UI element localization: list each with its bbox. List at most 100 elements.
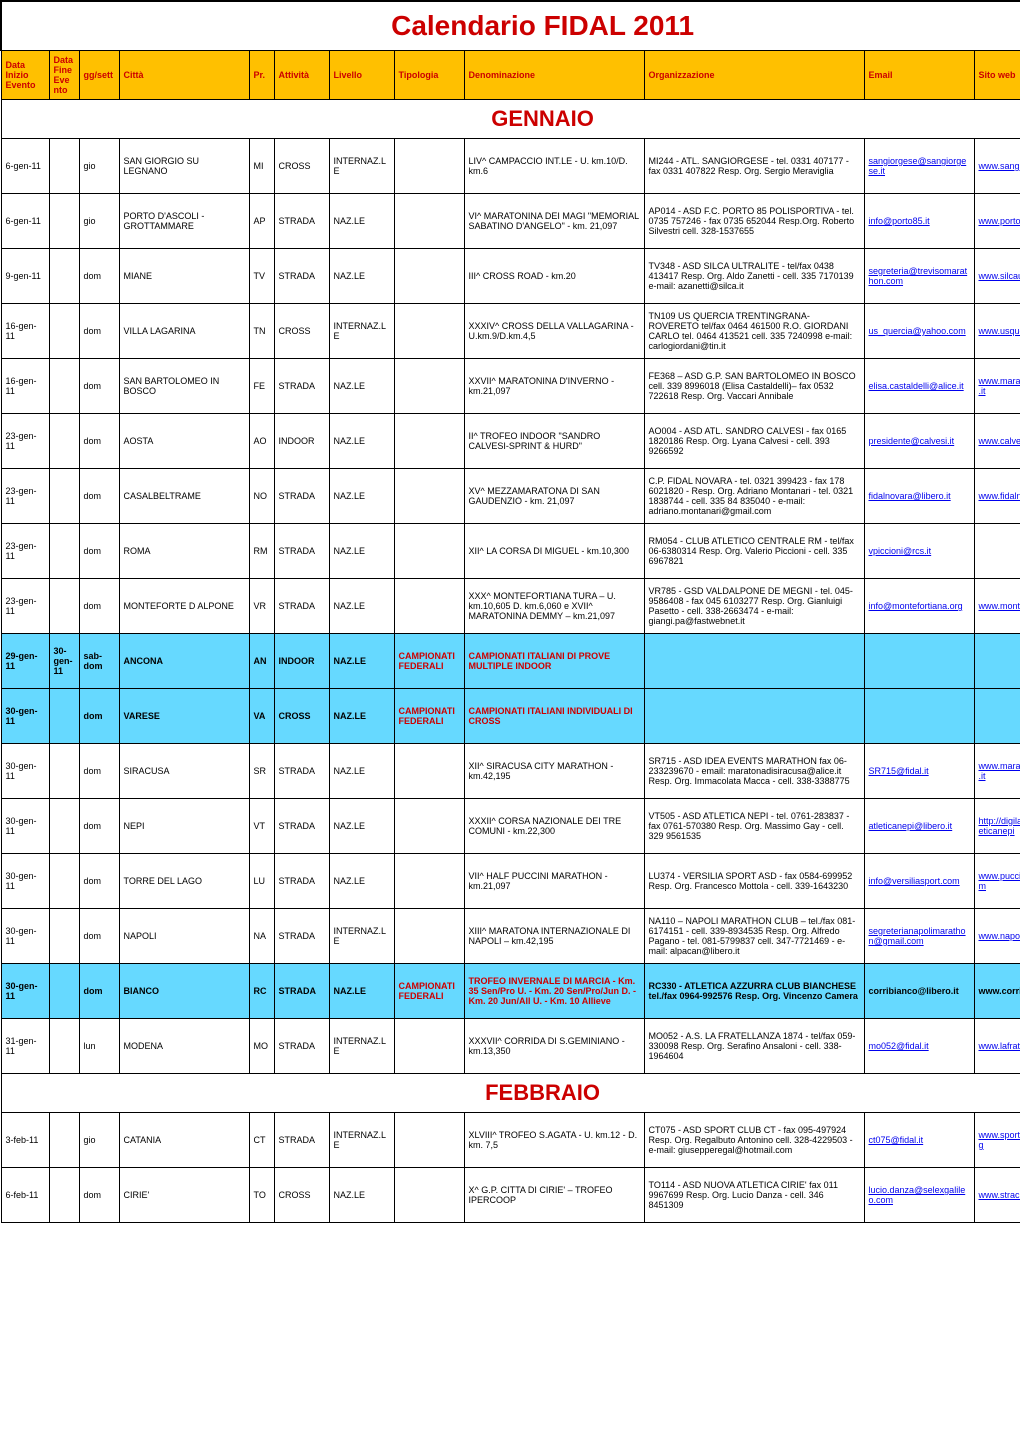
col-header: Pr. — [249, 51, 274, 100]
table-row: 3-feb-11gioCATANIACTSTRADAINTERNAZ.LEXLV… — [1, 1113, 1020, 1168]
cell-pr: RM — [249, 524, 274, 579]
cell-org: RM054 - CLUB ATLETICO CENTRALE RM - tel/… — [644, 524, 864, 579]
website-link[interactable]: www.maratoninadinverno.it — [979, 376, 1020, 396]
cell-gg: sab-dom — [79, 634, 119, 689]
cell-sito[interactable]: www.napolimarathon.it — [974, 909, 1020, 964]
email-link[interactable]: info@montefortiana.org — [869, 601, 963, 611]
email-link[interactable]: fidalnovara@libero.it — [869, 491, 951, 501]
email-link[interactable]: sangiorgese@sangiorgese.it — [869, 156, 967, 176]
email-link[interactable]: info@versiliasport.com — [869, 876, 960, 886]
cell-sito[interactable]: www.calvesi.it — [974, 414, 1020, 469]
email-link[interactable]: segreteria@trevisomarathon.com — [869, 266, 968, 286]
cell-org: TN109 US QUERCIA TRENTINGRANA-ROVERETO t… — [644, 304, 864, 359]
email-link[interactable]: us_quercia@yahoo.com — [869, 326, 966, 336]
cell-date2 — [49, 579, 79, 634]
cell-liv: NAZ.LE — [329, 249, 394, 304]
cell-email[interactable]: info@porto85.it — [864, 194, 974, 249]
website-link[interactable]: www.napolimarathon.it — [979, 931, 1020, 941]
cell-liv: INTERNAZ.LE — [329, 304, 394, 359]
cell-email[interactable]: SR715@fidal.it — [864, 744, 974, 799]
email-link[interactable]: vpiccioni@rcs.it — [869, 546, 932, 556]
cell-date2 — [49, 1019, 79, 1074]
website-link[interactable]: www.silcaultralite.com — [979, 271, 1020, 281]
email-link[interactable]: lucio.danza@selexgalileo.com — [869, 1185, 966, 1205]
cell-email[interactable]: segreteria@trevisomarathon.com — [864, 249, 974, 304]
website-link[interactable]: www.lafratellanza.it — [979, 1041, 1020, 1051]
cell-date: 6-gen-11 — [1, 139, 49, 194]
email-link[interactable]: presidente@calvesi.it — [869, 436, 955, 446]
cell-liv: NAZ.LE — [329, 524, 394, 579]
table-row: 30-gen-11domTORRE DEL LAGOLUSTRADANAZ.LE… — [1, 854, 1020, 909]
cell-sito[interactable]: www.montefortiana.org — [974, 579, 1020, 634]
col-header: Data Inizio Evento — [1, 51, 49, 100]
cell-sito[interactable]: www.maratonadisiracusa.it — [974, 744, 1020, 799]
email-link[interactable]: ct075@fidal.it — [869, 1135, 924, 1145]
email-link[interactable]: mo052@fidal.it — [869, 1041, 929, 1051]
cell-tip — [394, 359, 464, 414]
cell-email[interactable]: lucio.danza@selexgalileo.com — [864, 1168, 974, 1223]
cell-email[interactable]: info@versiliasport.com — [864, 854, 974, 909]
col-header: Sito web — [974, 51, 1020, 100]
cell-denom: XXVII^ MARATONINA D'INVERNO - km.21,097 — [464, 359, 644, 414]
cell-org: C.P. FIDAL NOVARA - tel. 0321 399423 - f… — [644, 469, 864, 524]
cell-email[interactable]: us_quercia@yahoo.com — [864, 304, 974, 359]
cell-pr: MI — [249, 139, 274, 194]
email-link[interactable]: info@porto85.it — [869, 216, 930, 226]
cell-date2 — [49, 414, 79, 469]
cell-denom: X^ G.P. CITTA DI CIRIE' – TROFEO IPERCOO… — [464, 1168, 644, 1223]
website-link[interactable]: http://digilander.libero/atleticanepi — [979, 816, 1020, 836]
cell-sito[interactable]: www.maratoninadinverno.it — [974, 359, 1020, 414]
cell-date2 — [49, 469, 79, 524]
website-link[interactable]: www.fidalnovara.com — [979, 491, 1020, 501]
email-link[interactable]: SR715@fidal.it — [869, 766, 929, 776]
cell-sito[interactable]: www.sportclubcatania.org — [974, 1113, 1020, 1168]
cell-tip — [394, 854, 464, 909]
cell-sito[interactable]: www.stracirie.it — [974, 1168, 1020, 1223]
cell-sito — [974, 689, 1020, 744]
website-link[interactable]: www.sangiorgese.it — [979, 161, 1020, 171]
cell-sito[interactable]: www.fidalnovara.com — [974, 469, 1020, 524]
cell-date: 23-gen-11 — [1, 469, 49, 524]
cell-sito[interactable]: www.corribianco.it — [974, 964, 1020, 1019]
cell-email[interactable]: segreterianapolimarathon@gmail.com — [864, 909, 974, 964]
cell-sito[interactable]: http://digilander.libero/atleticanepi — [974, 799, 1020, 854]
cell-date: 23-gen-11 — [1, 579, 49, 634]
cell-email[interactable]: atleticanepi@libero.it — [864, 799, 974, 854]
month-body: 6-gen-11gioSAN GIORGIO SU LEGNANOMICROSS… — [1, 139, 1020, 1074]
cell-att: STRADA — [274, 249, 329, 304]
cell-email[interactable]: fidalnovara@libero.it — [864, 469, 974, 524]
table-row: 23-gen-11domROMARMSTRADANAZ.LEXII^ LA CO… — [1, 524, 1020, 579]
website-link[interactable]: www.sportclubcatania.org — [979, 1130, 1020, 1150]
cell-sito[interactable]: www.lafratellanza.it — [974, 1019, 1020, 1074]
website-link[interactable]: www.usquercia.it — [979, 326, 1020, 336]
cell-email[interactable]: ct075@fidal.it — [864, 1113, 974, 1168]
cell-citta: ANCONA — [119, 634, 249, 689]
cell-sito[interactable]: www.usquercia.it — [974, 304, 1020, 359]
website-link[interactable]: www.porto85.it — [979, 216, 1020, 226]
cell-gg: dom — [79, 359, 119, 414]
cell-email[interactable]: sangiorgese@sangiorgese.it — [864, 139, 974, 194]
cell-email[interactable]: elisa.castaldelli@alice.it — [864, 359, 974, 414]
cell-denom: XIII^ MARATONA INTERNAZIONALE DI NAPOLI … — [464, 909, 644, 964]
email-link[interactable]: segreterianapolimarathon@gmail.com — [869, 926, 966, 946]
cell-email[interactable]: vpiccioni@rcs.it — [864, 524, 974, 579]
cell-citta: SAN BARTOLOMEO IN BOSCO — [119, 359, 249, 414]
cell-date: 16-gen-11 — [1, 304, 49, 359]
website-link[interactable]: www.stracirie.it — [979, 1190, 1020, 1200]
email-link[interactable]: atleticanepi@libero.it — [869, 821, 953, 831]
website-link[interactable]: www.puccinimarathon.com — [979, 871, 1020, 891]
website-link[interactable]: www.maratonadisiracusa.it — [979, 761, 1020, 781]
cell-email[interactable]: info@montefortiana.org — [864, 579, 974, 634]
cell-sito[interactable]: www.puccinimarathon.com — [974, 854, 1020, 909]
cell-citta: VILLA LAGARINA — [119, 304, 249, 359]
cell-sito[interactable]: www.sangiorgese.it — [974, 139, 1020, 194]
cell-sito[interactable]: www.porto85.it — [974, 194, 1020, 249]
cell-email[interactable]: corribianco@libero.it — [864, 964, 974, 1019]
cell-email[interactable]: mo052@fidal.it — [864, 1019, 974, 1074]
website-link[interactable]: www.calvesi.it — [979, 436, 1020, 446]
cell-sito[interactable]: www.silcaultralite.com — [974, 249, 1020, 304]
cell-email[interactable]: presidente@calvesi.it — [864, 414, 974, 469]
website-link[interactable]: www.montefortiana.org — [979, 601, 1020, 611]
email-link[interactable]: elisa.castaldelli@alice.it — [869, 381, 964, 391]
cell-citta: ROMA — [119, 524, 249, 579]
